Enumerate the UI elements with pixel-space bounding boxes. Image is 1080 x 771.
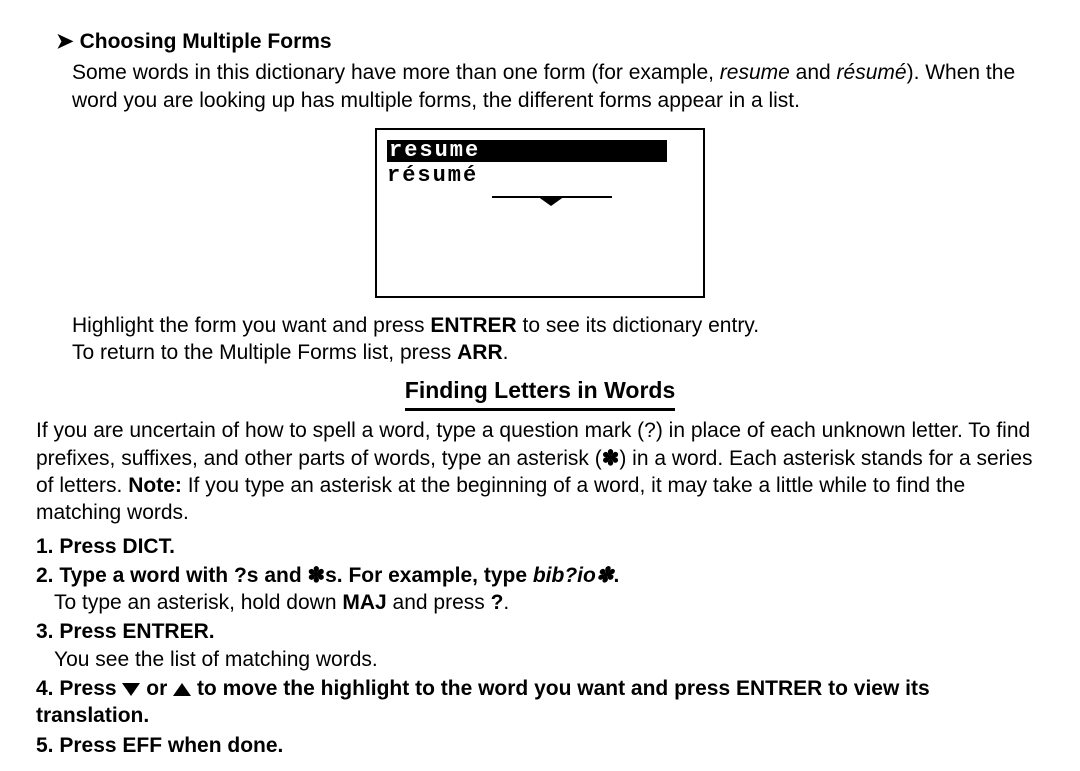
intro-italic1: resume (720, 61, 790, 84)
steps-list: 1. Press DICT. 2. Type a word with ?s an… (36, 533, 1044, 759)
section1-intro: Some words in this dictionary have more … (72, 59, 1044, 114)
after1-text-a: Highlight the form you want and press (72, 314, 430, 337)
key-question: ? (491, 591, 504, 614)
step-4: 4. Press or to move the highlight to the… (36, 675, 1044, 730)
screen-row: résumé (387, 165, 693, 187)
s2ex: bib?io (533, 564, 596, 587)
intro-italic2: résumé (837, 61, 907, 84)
after1-text-b: to see its dictionary entry. (517, 314, 759, 337)
section1-after1: Highlight the form you want and press EN… (72, 312, 1044, 339)
step-2: 2. Type a word with ?s and ✽s. For examp… (36, 562, 1044, 617)
step3-sub: You see the list of matching words. (54, 646, 1044, 673)
lcd-screen: resume résumé (375, 128, 705, 298)
after2-text-a: To return to the Multiple Forms list, pr… (72, 341, 457, 364)
note-label: Note: (128, 474, 182, 497)
intro-text: Some words in this dictionary have more … (72, 61, 720, 84)
step-1: 1. Press DICT. (36, 533, 1044, 560)
section2-intro: If you are uncertain of how to spell a w… (36, 417, 1044, 526)
down-caret-icon (537, 196, 565, 206)
s2a: 2. Type a word with ?s and (36, 564, 307, 587)
section2-title: Finding Letters in Words (405, 376, 675, 411)
screen-row-selected: resume (387, 140, 667, 162)
step-3: 3. Press ENTRER. You see the list of mat… (36, 618, 1044, 673)
section1-title: Choosing Multiple Forms (80, 30, 332, 53)
s2b: s. For example, type (325, 564, 533, 587)
s2sb: and press (387, 591, 491, 614)
arrow-icon: ➤ (56, 30, 74, 53)
key-maj: MAJ (342, 591, 386, 614)
s4a: 4. Press (36, 677, 122, 700)
after2-text-b: . (503, 341, 509, 364)
step2-sub: To type an asterisk, hold down MAJ and p… (54, 589, 1044, 616)
s4or: or (146, 677, 173, 700)
triangle-down-icon (122, 683, 140, 696)
asterisk-icon: ✽ (307, 564, 325, 587)
asterisk-icon: ✽ (596, 564, 614, 587)
asterisk-icon: ✽ (602, 447, 620, 470)
s2-example: bib?io✽ (533, 564, 614, 587)
section1-header: ➤ Choosing Multiple Forms (56, 28, 1044, 55)
section2-title-wrap: Finding Letters in Words (36, 376, 1044, 411)
step-5: 5. Press EFF when done. (36, 732, 1044, 759)
step3-text: 3. Press ENTRER. (36, 620, 215, 643)
triangle-up-icon (173, 683, 191, 696)
s2sc: . (503, 591, 509, 614)
s2sa: To type an asterisk, hold down (54, 591, 342, 614)
section1-after2: To return to the Multiple Forms list, pr… (72, 339, 1044, 366)
step4-text: 4. Press or to move the highlight to the… (36, 677, 930, 727)
key-arr: ARR (457, 341, 503, 364)
key-entrer: ENTRER (430, 314, 516, 337)
step5-text: 5. Press EFF when done. (36, 734, 283, 757)
intro-text2: and (790, 61, 837, 84)
s2c: . (613, 564, 619, 587)
step1-text: 1. Press DICT. (36, 535, 175, 558)
step2-text: 2. Type a word with ?s and ✽s. For examp… (36, 564, 619, 587)
